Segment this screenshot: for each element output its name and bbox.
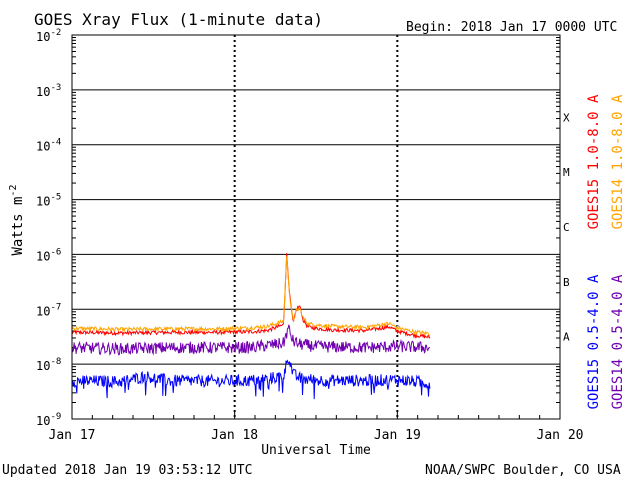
y-axis-label: Watts m-2 — [8, 184, 26, 255]
y-axis-label-exponent: -2 — [8, 184, 19, 196]
svg-text:Watts m-2: Watts m-2 — [8, 184, 26, 255]
credit-label: NOAA/SWPC Boulder, CO USA — [425, 463, 621, 478]
chart-title: GOES Xray Flux (1-minute data) — [34, 10, 323, 29]
flare-class-labels: X M C B A — [563, 111, 570, 343]
flare-class-label: M — [563, 166, 570, 179]
x-tick-label: Jan 17 — [49, 428, 96, 443]
series-line — [71, 256, 430, 336]
legend-entry: GOES14 0.5-4.0 A — [610, 274, 626, 409]
y-tick-label: 10-8 — [36, 357, 61, 373]
legend: GOES15 1.0-8.0 A GOES14 1.0-8.0 A GOES15 0… — [586, 94, 626, 409]
y-tick-label: 10-3 — [36, 83, 61, 99]
y-tick-label: 10-6 — [36, 247, 61, 263]
flare-class-label: A — [563, 331, 570, 344]
flare-class-label: X — [563, 111, 570, 124]
legend-entry: GOES15 1.0-8.0 A — [586, 94, 602, 229]
y-tick-labels: 10-2 10-3 10-4 10-5 10-6 10-7 10-8 10-9 — [36, 28, 61, 428]
x-tick-label: Jan 19 — [374, 428, 421, 443]
chart-grid — [72, 35, 560, 419]
y-tick-label: 10-2 — [36, 28, 61, 44]
legend-entry: GOES14 1.0-8.0 A — [610, 94, 626, 229]
series-line — [71, 253, 431, 340]
y-tick-label: 10-9 — [36, 412, 61, 428]
x-axis-label: Universal Time — [261, 443, 371, 458]
updated-timestamp: Updated 2018 Jan 19 03:53:12 UTC — [2, 463, 252, 478]
x-tick-labels: Jan 17 Jan 18 Jan 19 Jan 20 — [49, 428, 584, 443]
series-line — [71, 359, 431, 400]
y-tick-label: 10-4 — [36, 138, 61, 154]
x-tick-label: Jan 18 — [211, 428, 258, 443]
begin-time-label: Begin: 2018 Jan 17 0000 UTC — [406, 20, 617, 35]
series-line — [71, 324, 431, 356]
flare-class-label: B — [563, 276, 570, 289]
plot-frame — [71, 34, 561, 420]
y-tick-label: 10-5 — [36, 193, 61, 209]
legend-entry: GOES15 0.5-4.0 A — [586, 274, 602, 409]
x-tick-label: Jan 20 — [537, 428, 584, 443]
y-tick-label: 10-7 — [36, 302, 61, 318]
y-axis-label-text: Watts m — [10, 197, 26, 256]
data-series — [71, 253, 431, 400]
flare-class-label: C — [563, 221, 570, 234]
